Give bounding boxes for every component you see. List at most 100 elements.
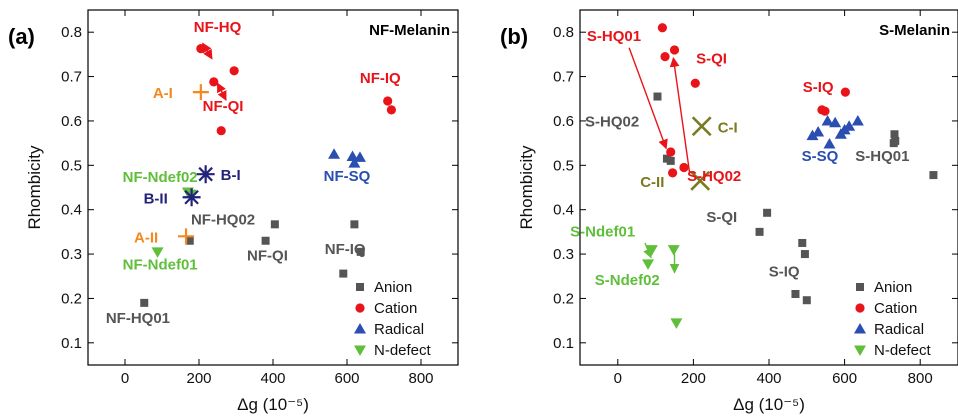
legend-radical-label: Radical — [874, 321, 924, 338]
point-label: S-Ndef01 — [570, 223, 635, 240]
radical-point — [353, 151, 366, 162]
cation-point — [229, 66, 239, 76]
ndefect-point — [667, 245, 680, 256]
radical-point — [806, 129, 819, 141]
cation-point — [657, 23, 668, 33]
anion-point — [350, 220, 359, 229]
point-label: NF-IQ — [325, 241, 366, 258]
y-tick-label: 0.4 — [553, 202, 574, 219]
point-label: S-HQ02 — [585, 113, 639, 130]
anion-point — [140, 298, 149, 307]
point-label: S-Ndef02 — [595, 272, 660, 289]
x-tick-label: 600 — [334, 370, 359, 387]
legend-anion-swatch — [356, 283, 364, 291]
y-axis-label: Rhombicity — [517, 145, 536, 230]
legend-anion-label: Anion — [374, 279, 412, 296]
point-label: NF-Ndef01 — [123, 257, 198, 274]
point-label: NF-Ndef02 — [123, 169, 198, 186]
point-label: NF-QI — [247, 248, 288, 265]
x-tick-label: 600 — [832, 370, 857, 387]
x-tick-label: 800 — [908, 370, 933, 387]
radical-point — [812, 126, 825, 137]
radical-point — [843, 120, 856, 131]
x-axis-label: Δg (10⁻⁵) — [733, 395, 805, 414]
cation-point — [690, 78, 700, 88]
legend-cation-swatch — [355, 303, 365, 313]
y-tick-label: 0.4 — [61, 202, 82, 219]
point-label: S-QI — [706, 209, 737, 226]
panel-title: NF-Melanin — [369, 22, 450, 39]
legend-ndefect-label: N-defect — [374, 342, 432, 359]
point-label: S-IQ — [803, 79, 834, 96]
ndefect-point — [645, 245, 658, 256]
y-tick-label: 0.2 — [61, 290, 82, 307]
anion-point — [653, 92, 662, 101]
legend-anion-label: Anion — [874, 279, 912, 296]
point-label: S-SQ — [802, 148, 839, 165]
exciton-marker — [192, 84, 209, 101]
exciton-label: C-II — [640, 174, 664, 191]
anion-point — [666, 156, 675, 165]
y-tick-label: 0.3 — [553, 246, 574, 263]
cation-point — [209, 77, 219, 87]
cation-point — [383, 96, 393, 106]
radical-point — [829, 116, 842, 128]
point-label: S-HQ01 — [587, 28, 641, 45]
radical-point — [346, 150, 359, 161]
x-tick-label: 400 — [756, 370, 781, 387]
exciton-label: A-II — [134, 229, 158, 246]
panel-b-chart: 0 200 400 600 800 0.1 0.2 0.3 0.4 0.5 0.6 0.7 0.8 Δg … — [500, 9, 958, 414]
radical-point — [821, 114, 834, 126]
anion-point — [755, 227, 764, 236]
panel-a-chart: 0 200 400 600 800 0.1 0.2 0.3 0.4 0.5 0.6 0.7 0.8 Δg … — [8, 9, 459, 414]
radical-point — [328, 148, 341, 159]
cation-point — [386, 105, 396, 115]
anion-point — [261, 236, 270, 245]
exciton-marker — [182, 188, 201, 207]
annotation-arrow — [669, 56, 691, 173]
exciton-marker — [196, 165, 215, 184]
y-tick-label: 0.6 — [61, 113, 82, 130]
y-tick-label: 0.5 — [61, 157, 82, 174]
y-axis-label: Rhombicity — [25, 145, 44, 230]
anion-point — [356, 247, 365, 256]
legend-radical-label: Radical — [374, 321, 424, 338]
annotation-arrow — [628, 47, 668, 150]
point-label: NF-QI — [203, 98, 244, 115]
x-tick-label: 0 — [121, 370, 129, 387]
radical-point — [851, 114, 864, 126]
exciton-marker — [691, 116, 712, 137]
legend-ndefect-swatch — [354, 345, 366, 356]
anion-point — [798, 238, 807, 247]
x-axis-label: Δg (10⁻⁵) — [237, 395, 309, 414]
radical-point — [823, 138, 836, 149]
anion-point — [802, 296, 811, 305]
legend-cation-swatch — [855, 303, 865, 313]
legend-radical-swatch — [854, 323, 866, 334]
point-label: S-HQ01 — [855, 148, 909, 165]
legend-radical-swatch — [354, 323, 366, 334]
y-tick-label: 0.7 — [61, 69, 82, 86]
point-label: NF-HQ01 — [106, 310, 170, 327]
x-tick-label: 400 — [260, 370, 285, 387]
y-tick-label: 0.6 — [553, 113, 574, 130]
cation-point — [840, 87, 850, 97]
anion-point — [889, 139, 898, 148]
point-label: NF-HQ — [194, 19, 242, 36]
x-tick-label: 0 — [614, 370, 622, 387]
cation-point — [666, 147, 676, 157]
anion-point — [791, 290, 800, 298]
y-tick-label: 0.1 — [61, 335, 82, 352]
annotation-arrow — [216, 82, 227, 101]
cation-point — [660, 51, 670, 62]
legend-cation-label: Cation — [374, 300, 417, 317]
panel-title: S-Melanin — [879, 22, 950, 39]
legend-cation-label: Cation — [874, 300, 917, 317]
panel-label: (a) — [8, 24, 35, 49]
x-tick-label: 200 — [681, 370, 706, 387]
cation-point — [668, 168, 678, 178]
y-tick-label: 0.5 — [553, 157, 574, 174]
legend-ndefect-swatch — [854, 345, 866, 356]
point-label: S-IQ — [769, 263, 800, 280]
point-label: S-QI — [696, 50, 727, 67]
